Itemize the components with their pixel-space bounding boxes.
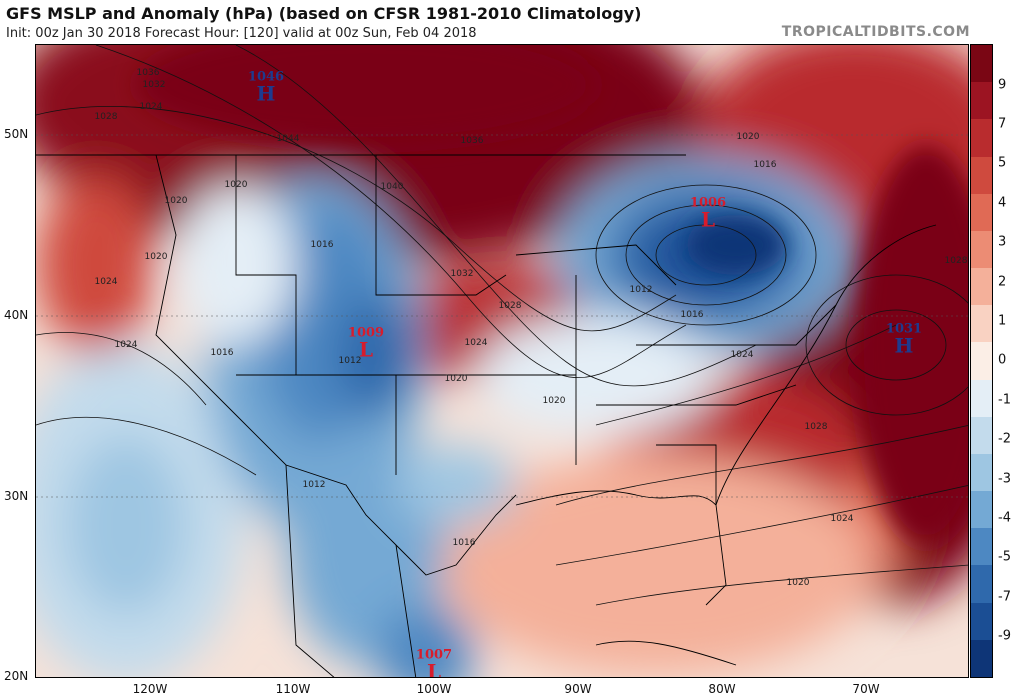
longitude-label: 70W: [852, 682, 880, 696]
map-canvas: [36, 45, 968, 677]
colorbar-segment: [971, 82, 992, 120]
colorbar-label: -9: [998, 628, 1011, 644]
colorbar-label: 1: [998, 313, 1007, 329]
isobar-label: 1020: [786, 578, 810, 588]
colorbar-segment: [971, 230, 992, 269]
graticule: [36, 134, 968, 498]
isobar-label: 1020: [224, 180, 248, 190]
isobar-label: 1036: [136, 68, 160, 78]
isobar-label: 1012: [629, 285, 653, 295]
colorbar-label: -1: [998, 392, 1011, 408]
low-pressure-center: 1006 L: [689, 195, 727, 232]
isobar-label: 1028: [944, 256, 968, 266]
colorbar-label: -3: [998, 471, 1011, 487]
colorbar-segment: [971, 639, 992, 677]
isobar-label: 1016: [680, 310, 704, 320]
colorbar-label: 4: [998, 195, 1007, 211]
colorbar-label: 3: [998, 234, 1007, 250]
isobar-label: 1024: [139, 102, 163, 112]
colorbar-segment: [971, 491, 992, 529]
isobar-label: 1028: [498, 301, 522, 311]
isobar-label: 1036: [460, 136, 484, 146]
colorbar-label: 9: [998, 77, 1007, 93]
longitude-label: 100W: [416, 682, 452, 696]
isobar-label: 1028: [804, 422, 828, 432]
colorbar-segment: [971, 528, 992, 566]
colorbar-segment: [971, 453, 992, 492]
isobar-label: 1016: [753, 160, 777, 170]
isobar-label: 1024: [830, 514, 854, 524]
isobar-label: 1032: [142, 80, 166, 90]
anomaly-detail: [136, 45, 968, 545]
colorbar-segment: [971, 268, 992, 306]
map-subtitle: Init: 00z Jan 30 2018 Forecast Hour: [12…: [6, 26, 477, 41]
colorbar-label: -7: [998, 589, 1011, 605]
low-pressure-center: 1007 L: [415, 647, 453, 678]
colorbar-segment: [971, 119, 992, 157]
colorbar-label: -4: [998, 510, 1011, 526]
longitude-label: 110W: [275, 682, 311, 696]
colorbar-segment: [971, 379, 992, 417]
isobar-label: 1024: [114, 340, 138, 350]
isobar-label: 1016: [310, 240, 334, 250]
colorbar-label: -5: [998, 549, 1011, 565]
latitude-label: 20N: [4, 669, 29, 683]
isobar-label: 1032: [450, 269, 474, 279]
isobar-label: 1040: [380, 182, 404, 192]
isobar-label: 1016: [452, 538, 476, 548]
anomaly-field: [36, 45, 968, 677]
isobar-label: 1020: [144, 252, 168, 262]
latitude-label: 50N: [4, 127, 29, 141]
isobar-label: 1024: [94, 277, 118, 287]
anomaly-colorbar: [970, 44, 993, 678]
isobar-label: 1020: [736, 132, 760, 142]
colorbar-label: 5: [998, 155, 1007, 171]
isobar-label: 1024: [730, 350, 754, 360]
isobar-label: 1020: [542, 396, 566, 406]
isobar-label: 1012: [338, 356, 362, 366]
high-pressure-center: 1046 H: [247, 69, 285, 106]
colorbar-segment: [971, 193, 992, 231]
map-title: GFS MSLP and Anomaly (hPa) (based on CFS…: [6, 4, 642, 23]
colorbar-segment: [971, 342, 992, 380]
colorbar-label: 7: [998, 116, 1007, 132]
mslp-anomaly-map: 1036 1032 1028 1024 1044 1040 1036 1032 …: [35, 44, 969, 678]
longitude-label: 120W: [132, 682, 168, 696]
isobar-label: 1020: [444, 374, 468, 384]
colorbar-label: 0: [998, 352, 1007, 368]
isobar-label: 1020: [164, 196, 188, 206]
isobars: [36, 45, 968, 606]
longitude-label: 80W: [708, 682, 736, 696]
isobar-label: 1044: [276, 134, 300, 144]
colorbar-segment: [971, 416, 992, 454]
colorbar-label: -2: [998, 431, 1011, 447]
colorbar-segment: [971, 305, 992, 343]
isobar-label: 1016: [210, 348, 234, 358]
low-pressure-center: 1009 L: [347, 325, 385, 362]
latitude-label: 30N: [4, 489, 29, 503]
colorbar-segment: [971, 602, 992, 640]
colorbar-segment: [971, 156, 992, 194]
isobar-label: 1028: [94, 112, 118, 122]
latitude-label: 40N: [4, 308, 29, 322]
high-pressure-center: 1031 H: [885, 321, 923, 358]
isobar-label: 1012: [302, 480, 326, 490]
isobar-label: 1024: [464, 338, 488, 348]
longitude-label: 90W: [564, 682, 592, 696]
borders: [36, 154, 937, 677]
brand-watermark: TROPICALTIDBITS.COM: [781, 24, 970, 40]
colorbar-label: 2: [998, 274, 1007, 290]
colorbar-segment: [971, 45, 992, 83]
colorbar-segment: [971, 565, 992, 603]
